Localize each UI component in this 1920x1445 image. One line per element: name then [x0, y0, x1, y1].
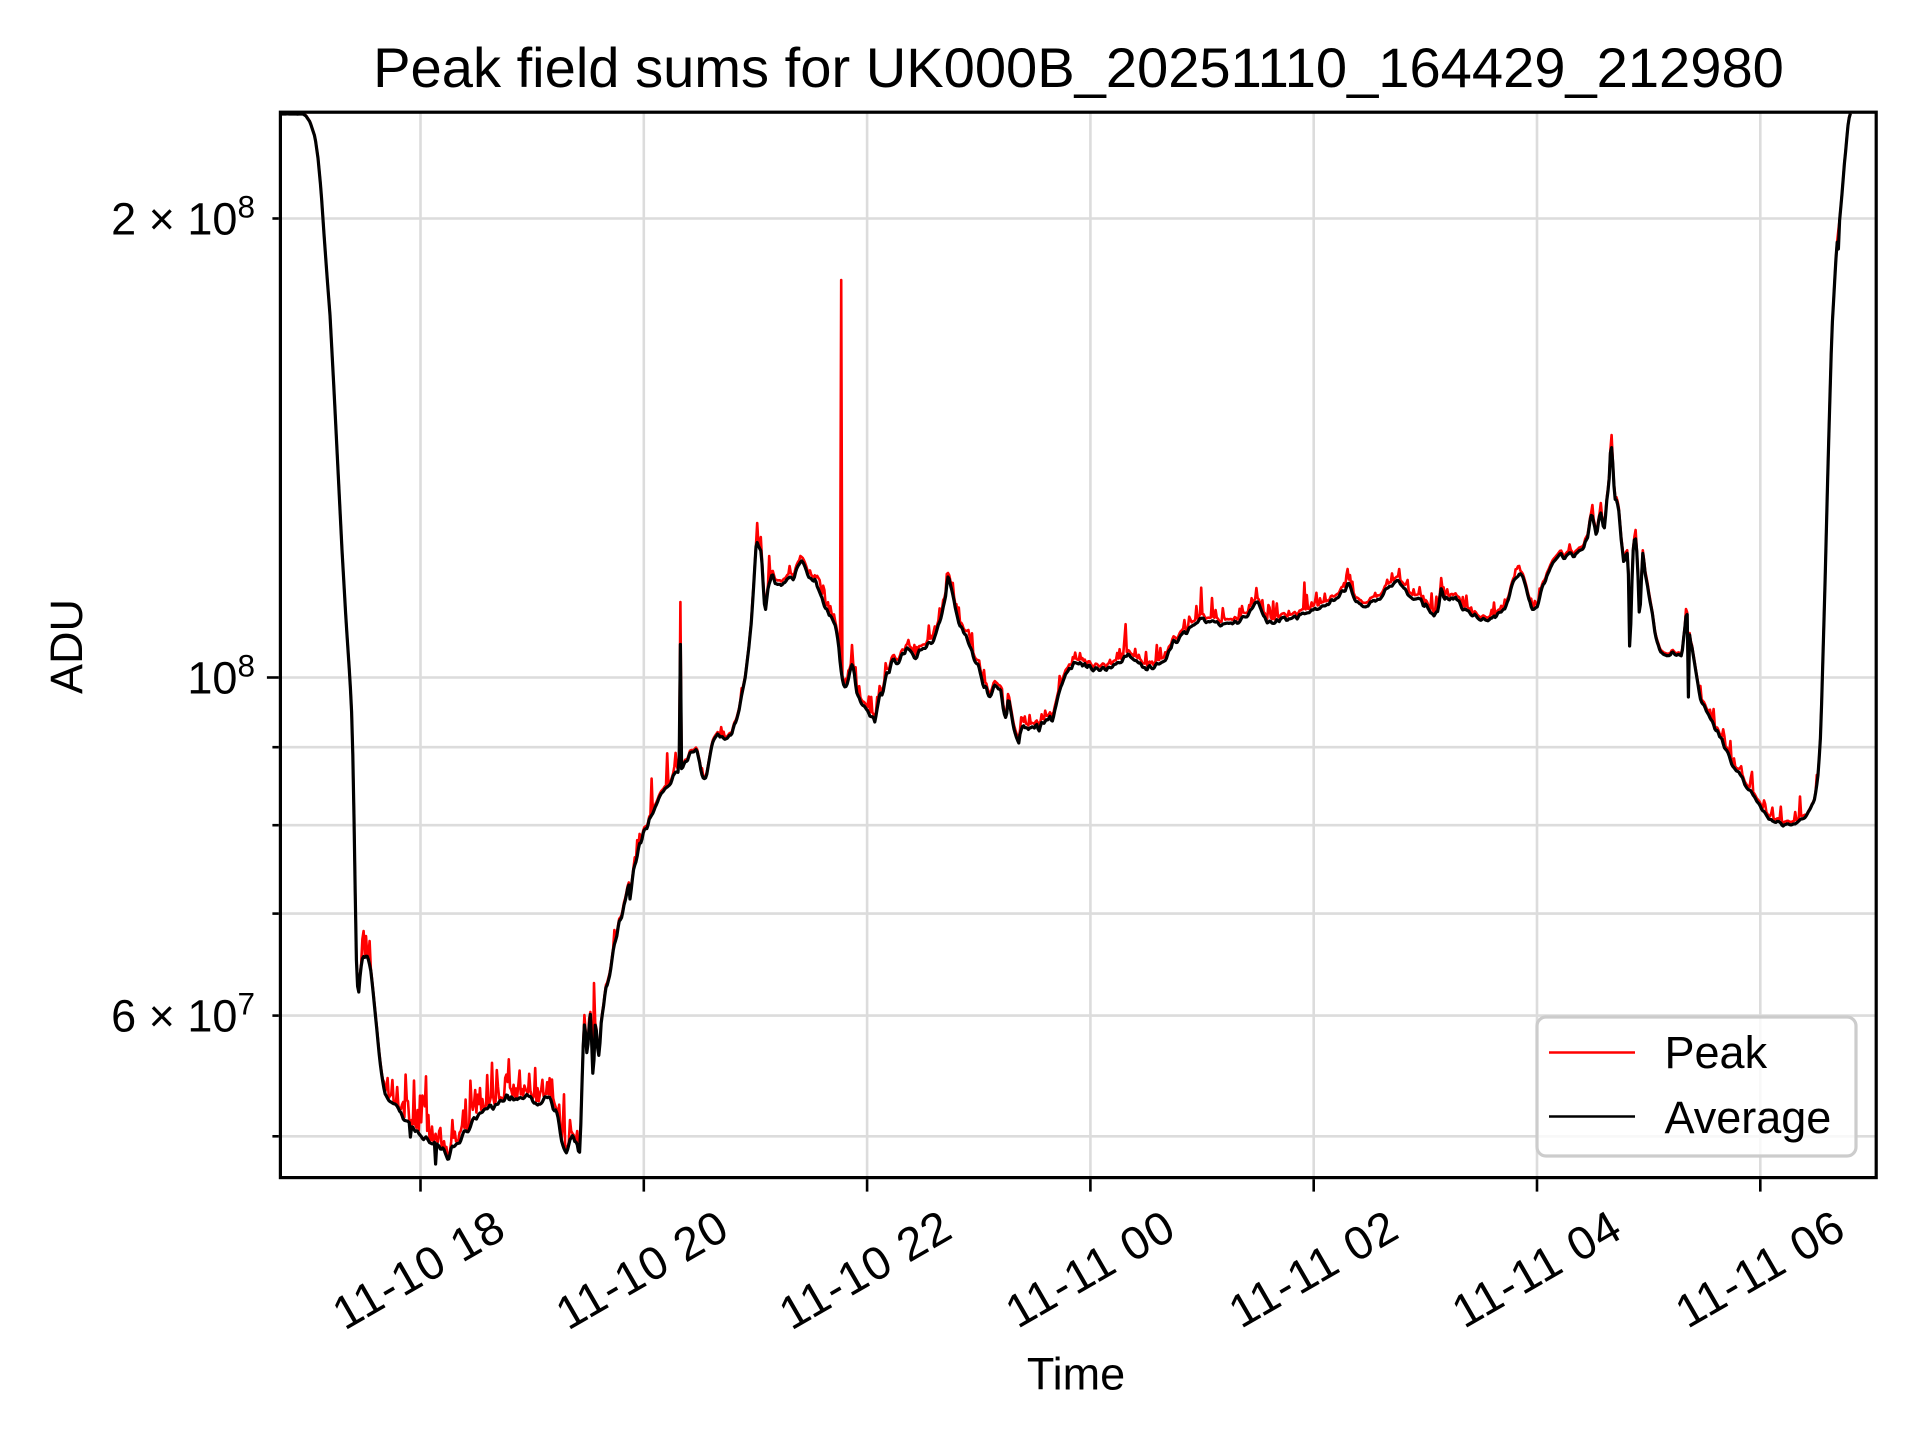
svg-text:ADU: ADU	[41, 599, 92, 694]
svg-text:Peak field sums for UK000B_202: Peak field sums for UK000B_20251110_1644…	[373, 36, 1784, 99]
svg-text:2 × 108: 2 × 108	[111, 189, 255, 245]
svg-text:Time: Time	[1027, 1349, 1125, 1400]
svg-text:6 × 107: 6 × 107	[111, 986, 255, 1042]
svg-text:Average: Average	[1665, 1092, 1832, 1143]
svg-text:Peak: Peak	[1665, 1027, 1768, 1078]
